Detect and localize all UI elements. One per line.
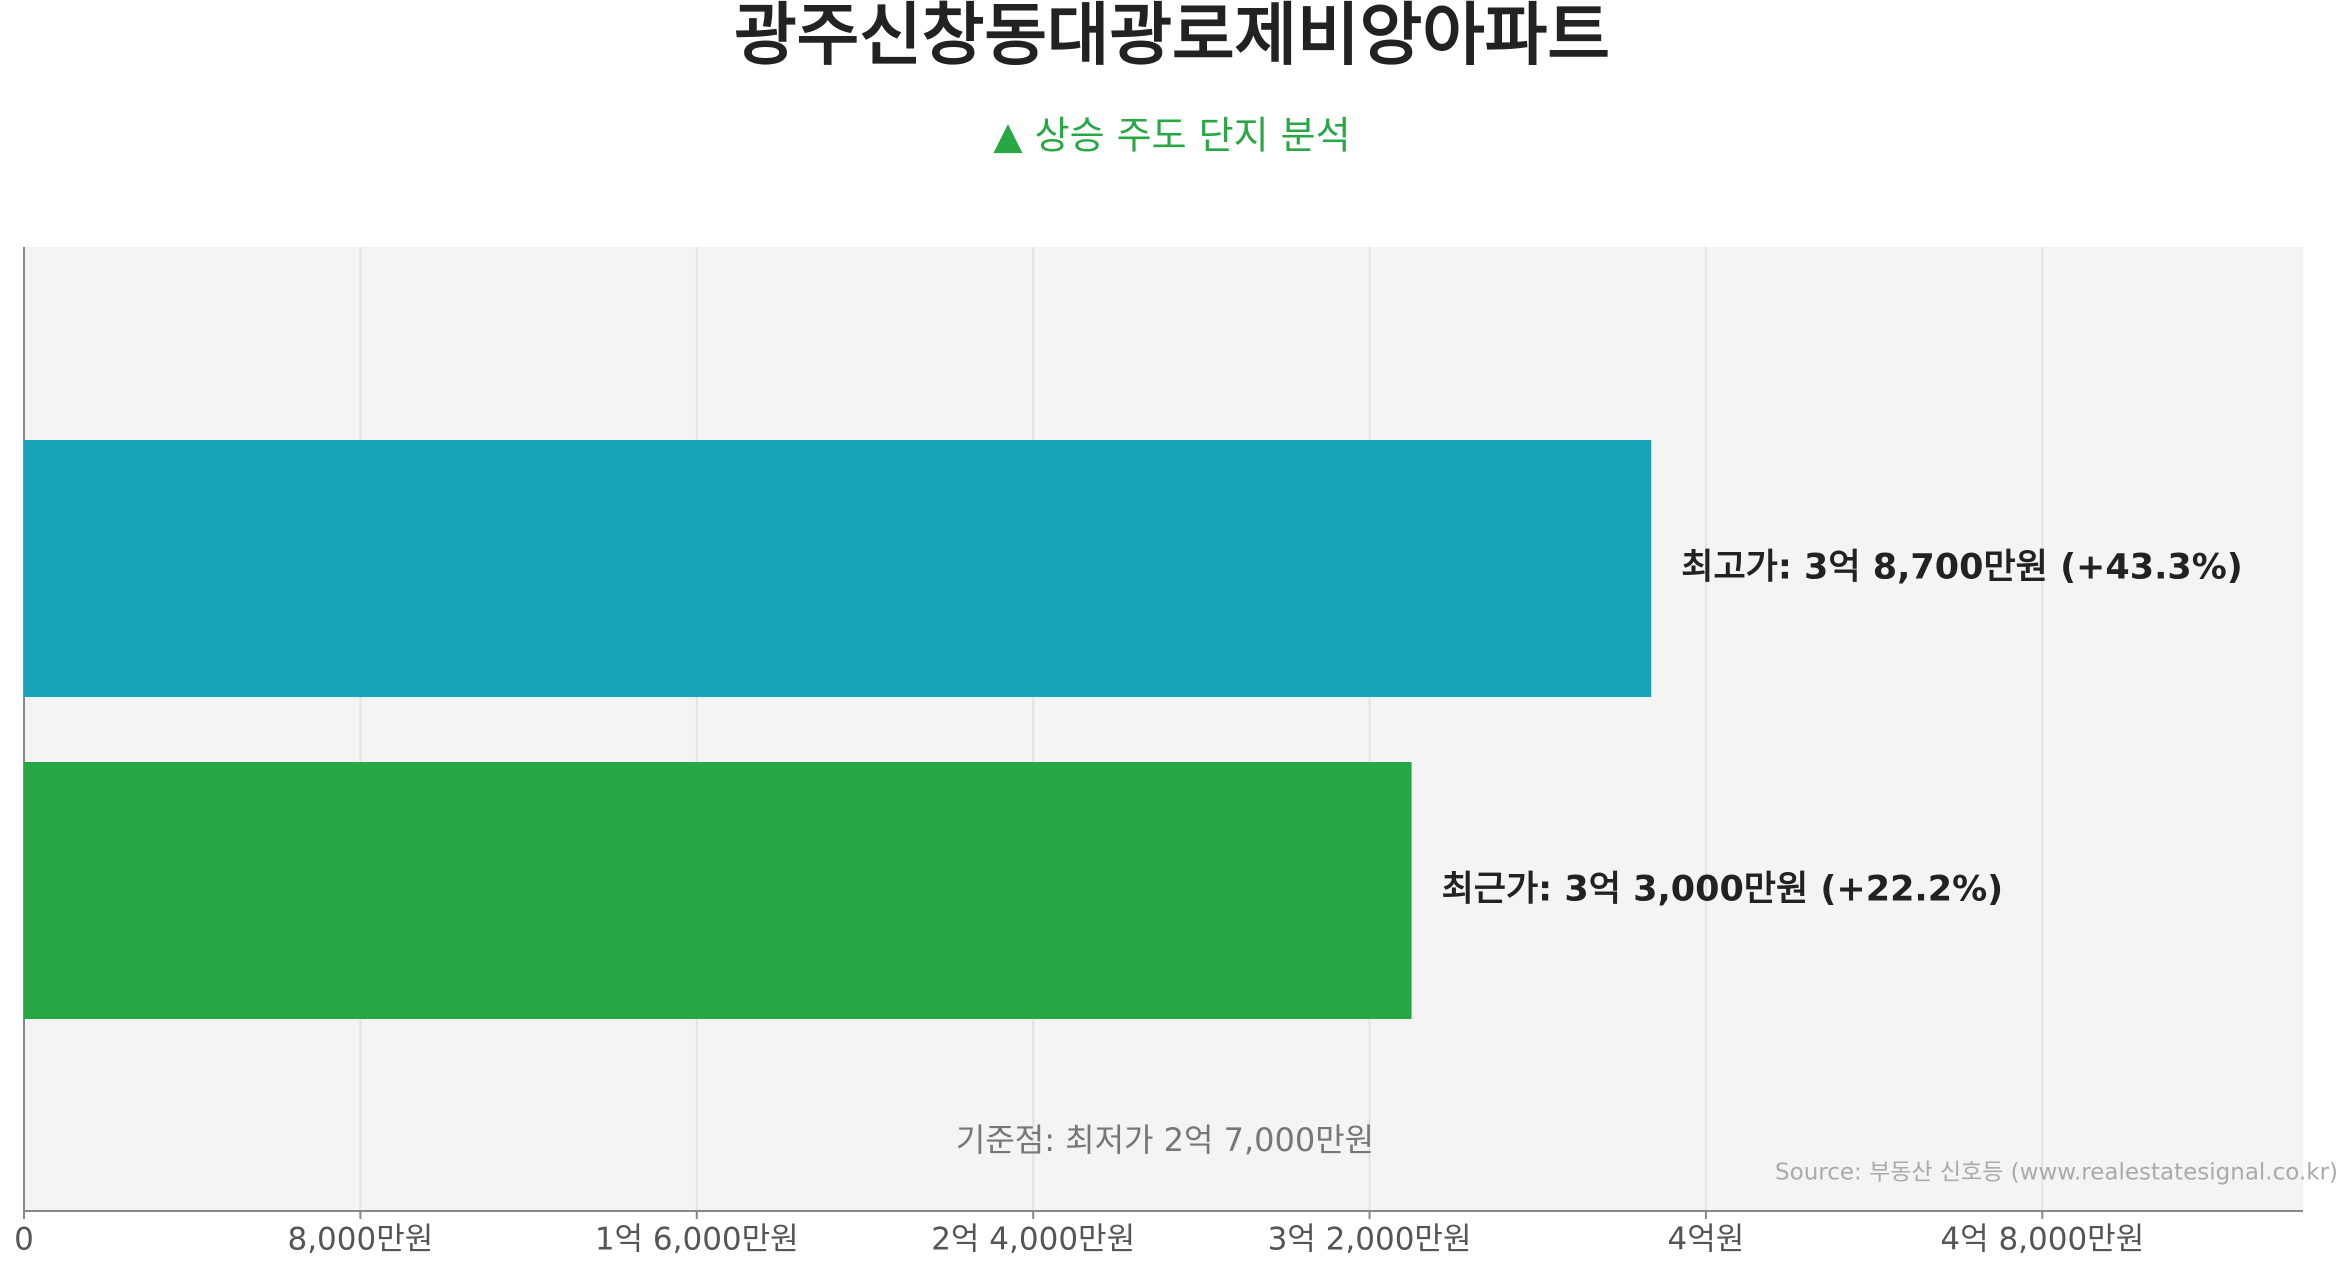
bar <box>24 440 1652 697</box>
chart-title: 광주신창동대광로제비앙아파트 <box>734 0 1610 76</box>
value-label: 최고가: 3억 8,700만원 (+43.3%) <box>1681 548 2243 588</box>
chart-subtitle: ▲ 상승 주도 단지 분석 <box>993 114 1350 158</box>
value-label: 최근가: 3억 3,000만원 (+22.2%) <box>1442 870 2004 910</box>
x-tick-label: 2억 4,000만원 <box>931 1222 1135 1258</box>
annotation: 기준점: 최저가 2억 7,000만원 <box>956 1121 1374 1159</box>
x-tick-label: 0 <box>14 1222 34 1258</box>
source: Source: 부동산 신호등 (www.realestatesignal.co… <box>1775 1160 2338 1186</box>
bar <box>24 762 1412 1019</box>
x-tick-label: 3억 2,000만원 <box>1268 1222 1472 1258</box>
x-tick-label: 8,000만원 <box>287 1222 433 1258</box>
x-tick-label: 4억원 <box>1668 1222 1745 1258</box>
x-tick-label: 1억 6,000만원 <box>595 1222 799 1258</box>
x-tick-label: 4억 8,000만원 <box>1940 1222 2144 1258</box>
plot-background <box>24 247 2303 1211</box>
